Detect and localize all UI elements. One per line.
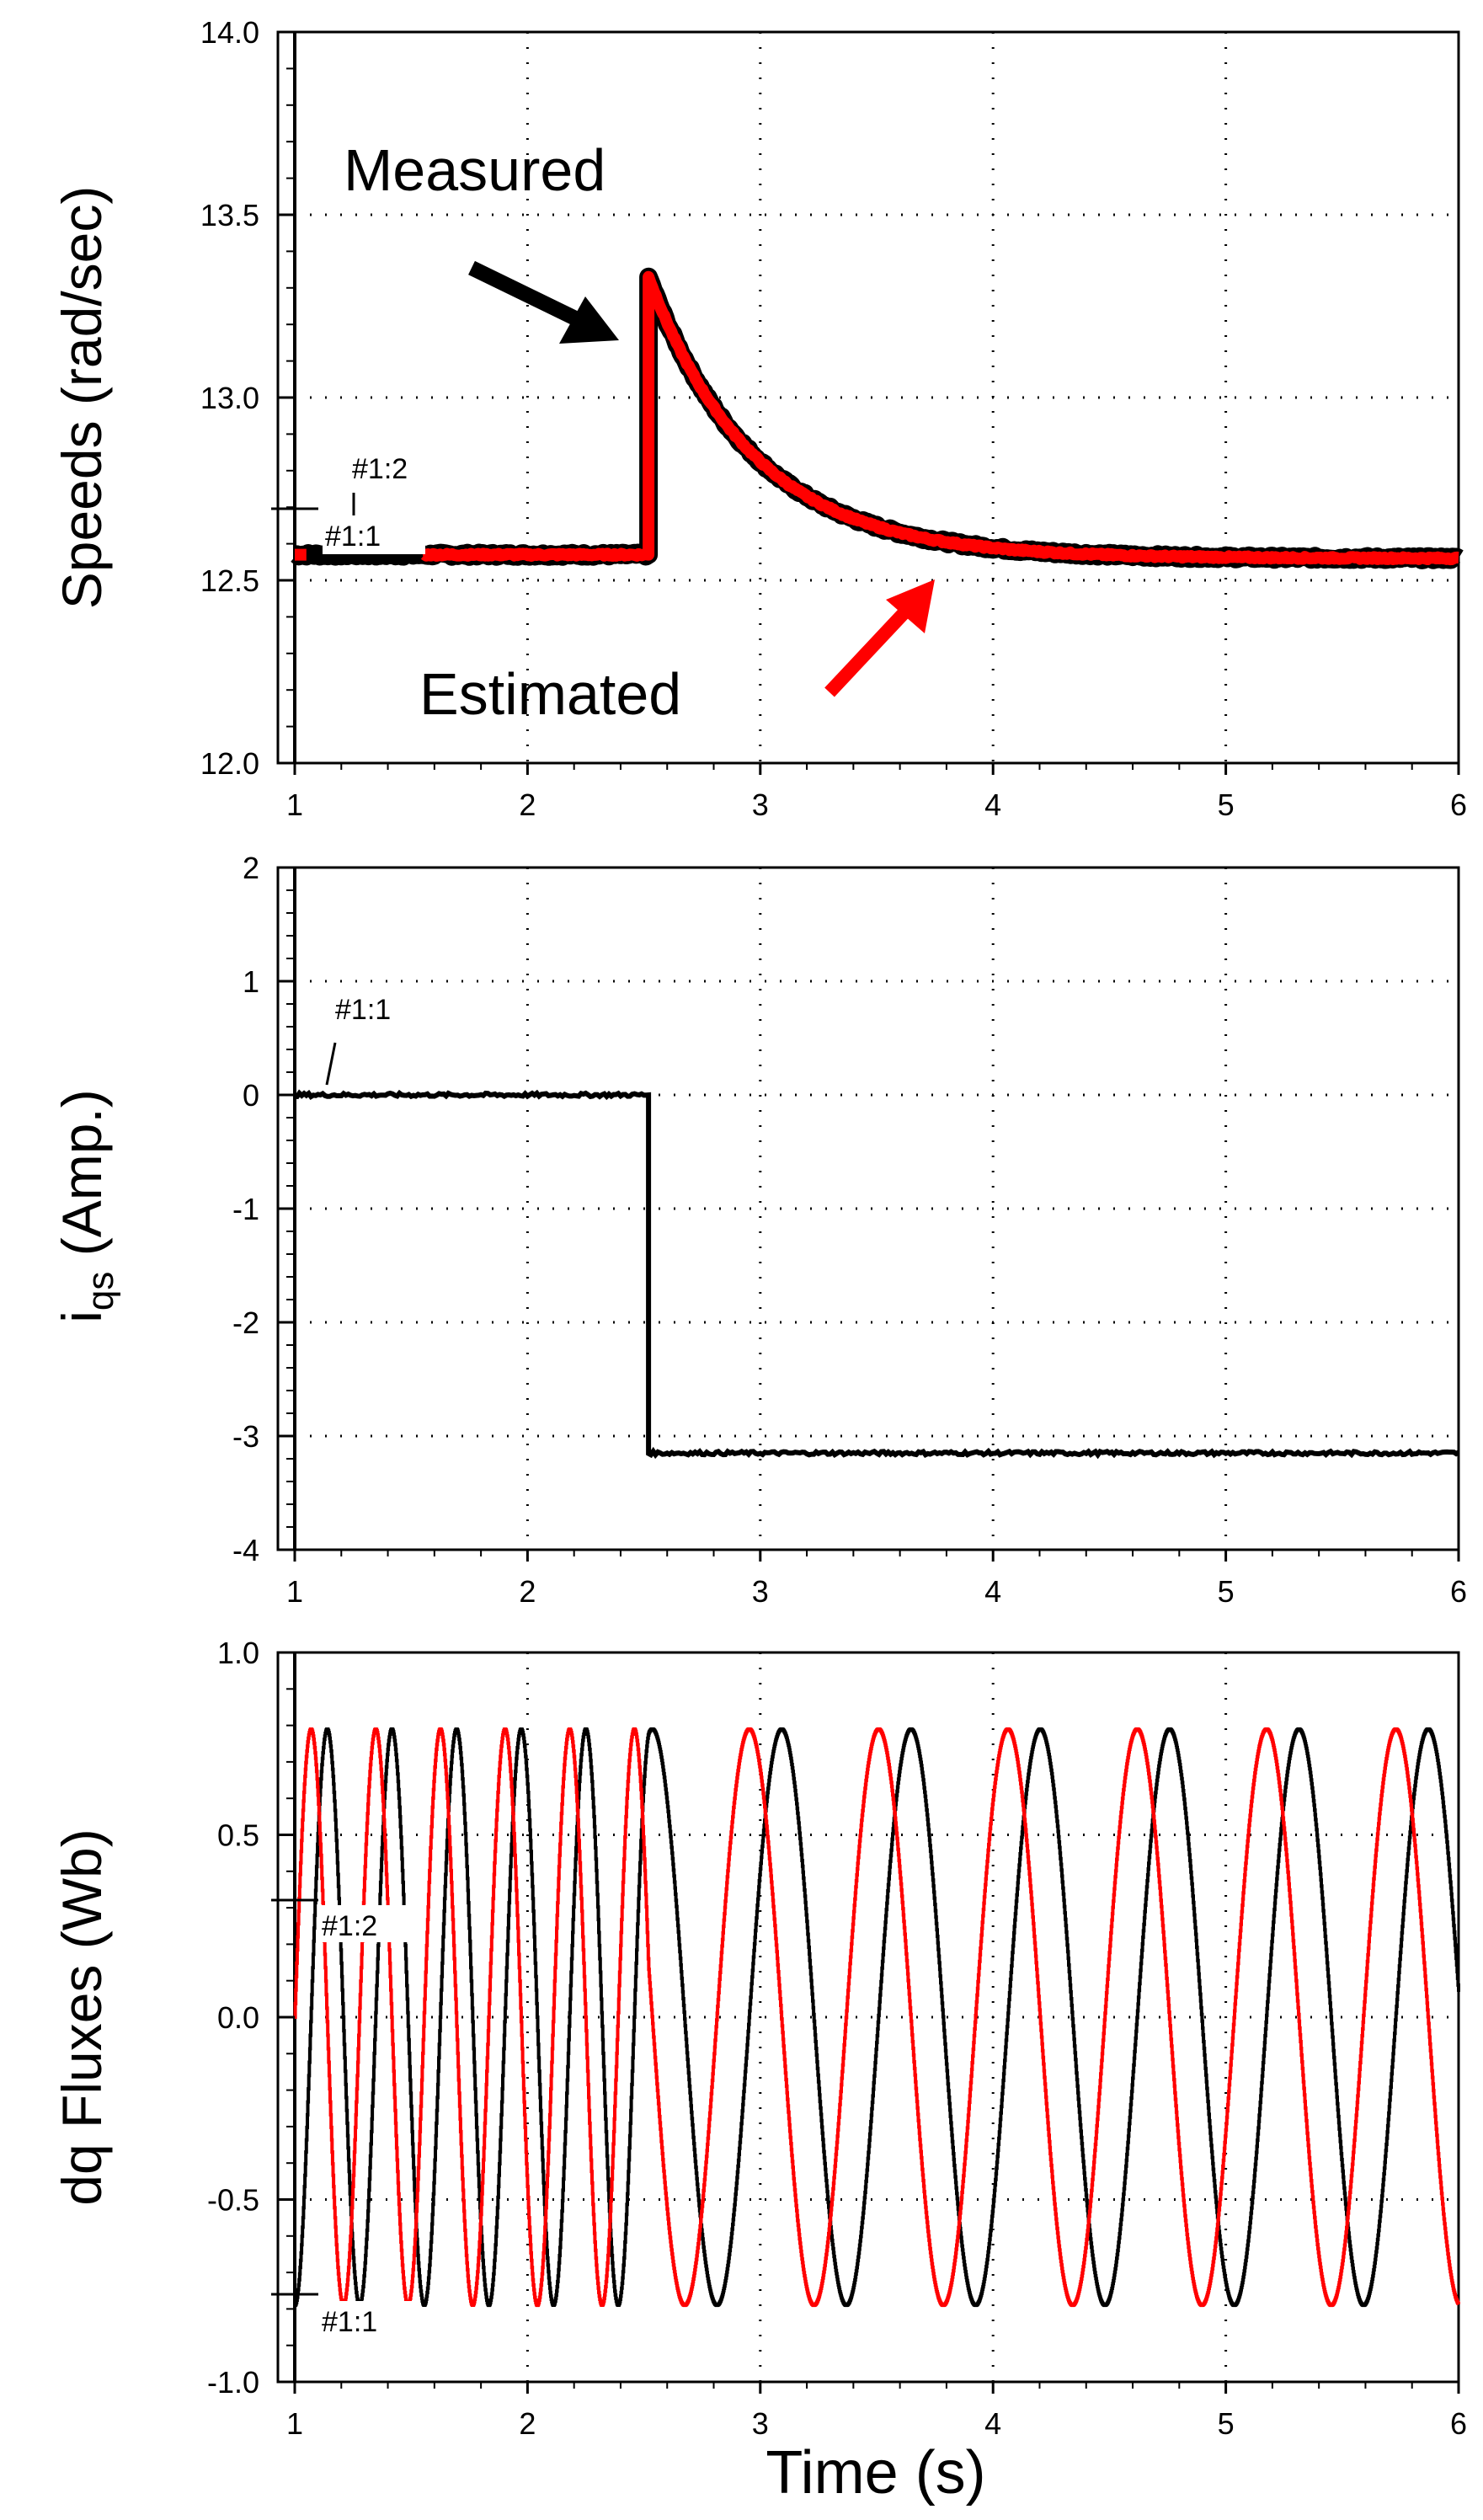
speeds-y-tick-label: 14.0 (200, 15, 259, 50)
iqs-y-tick-label: -3 (232, 1419, 259, 1454)
fluxes-x-tick-label: 3 (752, 2406, 769, 2441)
speeds-channel-label-2: #1:2 (352, 453, 408, 485)
iqs-panel: 1 2 3 4 5 6 -4 -3 -2 -1 0 1 2 iqs (Amp.) #1:1 (51, 851, 1467, 1609)
fluxes-x-axis-label: Time (s) (766, 2439, 985, 2507)
speeds-x-tick-label: 2 (519, 788, 536, 822)
iqs-x-tick-label: 2 (519, 1574, 536, 1609)
fluxes-channel-label-2-bg (318, 1905, 418, 1942)
estimated-arrow (824, 579, 935, 697)
iqs-channel-leader (325, 1042, 337, 1086)
fluxes-x-tick-label: 4 (984, 2406, 1001, 2441)
speeds-panel: 1 2 3 4 5 6 12.0 12.5 13.0 13.5 14.0 Speeds (rad/s… (51, 15, 1467, 822)
iqs-x-tick-label: 6 (1450, 1574, 1467, 1609)
iqs-series-line (294, 1089, 1460, 1460)
speeds-series (287, 267, 1466, 569)
speeds-channel-label-bg (323, 515, 425, 554)
fluxes-ticks: 1 2 3 4 5 6 -1.0 -0.5 0.0 0.5 1.0 (207, 1636, 1467, 2441)
fluxes-series-d (293, 1727, 1460, 2308)
fluxes-y-tick-label: 0.0 (217, 2000, 259, 2035)
iqs-ticks: 1 2 3 4 5 6 -4 -3 -2 -1 0 1 2 (232, 851, 1467, 1609)
fluxes-channel-label-2: #1:2 (322, 1910, 377, 1942)
speeds-y-tick-label: 13.5 (200, 198, 259, 232)
iqs-channel-label-1: #1:1 (335, 994, 391, 1026)
iqs-y-tick-label: -2 (232, 1305, 259, 1340)
iqs-x-tick-label: 3 (752, 1574, 769, 1609)
speeds-y-tick-label: 12.5 (200, 563, 259, 598)
speeds-x-tick-label: 6 (1450, 788, 1467, 822)
fluxes-channel-label-1-bg (318, 2301, 418, 2338)
fluxes-y-tick-label: 1.0 (217, 1636, 259, 1670)
speeds-x-tick-label: 3 (752, 788, 769, 822)
fluxes-y-tick-label: 0.5 (217, 1818, 259, 1853)
fluxes-x-tick-label: 6 (1450, 2406, 1467, 2441)
iqs-series (294, 1089, 1460, 1460)
measured-annotation: Measured (344, 137, 605, 203)
iqs-y-axis-label: iqs (Amp.) (51, 1089, 121, 1323)
speeds-ticks: 1 2 3 4 5 6 12.0 12.5 13.0 13.5 14.0 (200, 15, 1467, 822)
fluxes-series-q (293, 1727, 1460, 2308)
iqs-y-tick-label: 2 (243, 851, 259, 885)
iqs-x-tick-label: 1 (286, 1574, 303, 1609)
speeds-x-tick-label: 5 (1218, 788, 1235, 822)
iqs-y-tick-label: 1 (243, 964, 259, 999)
fluxes-channel-label-1: #1:1 (322, 2306, 377, 2338)
speeds-y-tick-label: 12.0 (200, 746, 259, 781)
iqs-x-tick-label: 5 (1218, 1574, 1235, 1609)
fluxes-y-tick-label: -1.0 (207, 2365, 259, 2400)
fluxes-y-axis-label: dq Fluxes (Wb) (51, 1829, 113, 2205)
estimated-annotation: Estimated (419, 661, 681, 727)
iqs-y-tick-label: -1 (232, 1192, 259, 1226)
iqs-grid (295, 866, 1460, 1550)
speeds-series-estimated (419, 270, 1463, 566)
fluxes-y-tick-label: -0.5 (207, 2183, 259, 2218)
fluxes-x-tick-label: 1 (286, 2406, 303, 2441)
speeds-channel-label-1: #1:1 (325, 521, 381, 553)
fluxes-x-tick-label: 5 (1218, 2406, 1235, 2441)
fluxes-series (293, 1727, 1460, 2308)
fluxes-x-tick-label: 2 (519, 2406, 536, 2441)
iqs-y-tick-label: 0 (243, 1078, 259, 1113)
iqs-x-tick-label: 4 (984, 1574, 1001, 1609)
fluxes-panel: 1 2 3 4 5 6 -1.0 -0.5 0.0 0.5 1.0 dq Fluxes (Wb) #… (51, 1636, 1467, 2507)
speeds-x-tick-label: 4 (984, 788, 1001, 822)
iqs-y-tick-label: -4 (232, 1533, 259, 1567)
speeds-series-measured (287, 267, 1466, 569)
speeds-x-tick-label: 1 (286, 788, 303, 822)
speeds-y-tick-label: 13.0 (200, 381, 259, 415)
measured-arrow (468, 260, 619, 344)
speeds-y-axis-label: Speeds (rad/sec) (51, 186, 113, 610)
